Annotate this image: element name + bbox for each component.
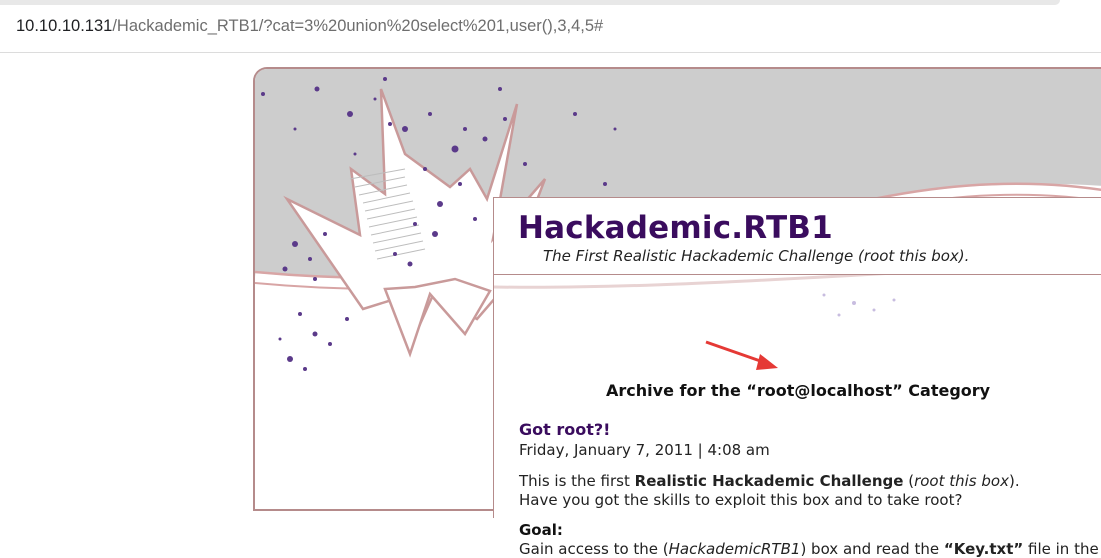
goal-bold: “Key.txt” (943, 540, 1024, 558)
intro-paren-open: ( (903, 472, 915, 490)
red-annotation-arrow-icon (705, 340, 778, 370)
intro-italic: root this box (914, 472, 1009, 490)
intro-text: This is the first (519, 472, 635, 490)
archive-heading: Archive for the “root@localhost” Categor… (606, 381, 990, 400)
left-column-border (253, 302, 255, 457)
intro-paren-close: ). (1008, 472, 1020, 490)
intro-bold: Realistic Hackademic Challenge (634, 472, 904, 490)
goal-mid: ) box and read the (800, 540, 944, 558)
url-host: 10.10.10.131 (16, 17, 113, 35)
browser-address-bar[interactable]: 10.10.10.131/Hackademic_RTB1/?cat=3%20un… (0, 0, 1101, 53)
archive-suffix: Category (902, 381, 991, 400)
archive-prefix: Archive for the (606, 381, 747, 400)
post-title-link[interactable]: Got root?! (519, 420, 611, 439)
starburst-lower-spikes (383, 277, 492, 358)
goal-text: Gain access to the (HackademicRTB1) box … (519, 540, 1099, 558)
goal-italic: HackademicRTB1 (668, 540, 801, 558)
post-date: Friday, January 7, 2011 | 4:08 am (519, 441, 770, 459)
browser-tab-strip-edge (0, 0, 1060, 5)
post-body: This is the first Realistic Hackademic C… (519, 472, 1101, 510)
main-content: Hackademic.RTB1 The First Realistic Hack… (493, 197, 1101, 558)
blog-description: The First Realistic Hackademic Challenge… (543, 247, 970, 265)
goal-post: file in the (1023, 540, 1099, 558)
blog-header: Hackademic.RTB1 The First Realistic Hack… (494, 198, 1101, 275)
goal-pre: Gain access to the ( (519, 540, 669, 558)
post-intro: This is the first Realistic Hackademic C… (519, 472, 1101, 491)
header-starburst-art (255, 69, 1101, 371)
url-path: /Hackademic_RTB1/?cat=3%20union%20select… (112, 17, 604, 35)
url-text[interactable]: 10.10.10.131/Hackademic_RTB1/?cat=3%20un… (16, 17, 603, 36)
archive-category: “root@localhost” (746, 381, 903, 400)
webpage: Hackademic.RTB1 The First Realistic Hack… (0, 52, 1101, 558)
goal-heading: Goal: (519, 521, 563, 539)
blog-title-link[interactable]: Hackademic.RTB1 (518, 210, 833, 246)
content-swoosh-art (494, 275, 896, 317)
